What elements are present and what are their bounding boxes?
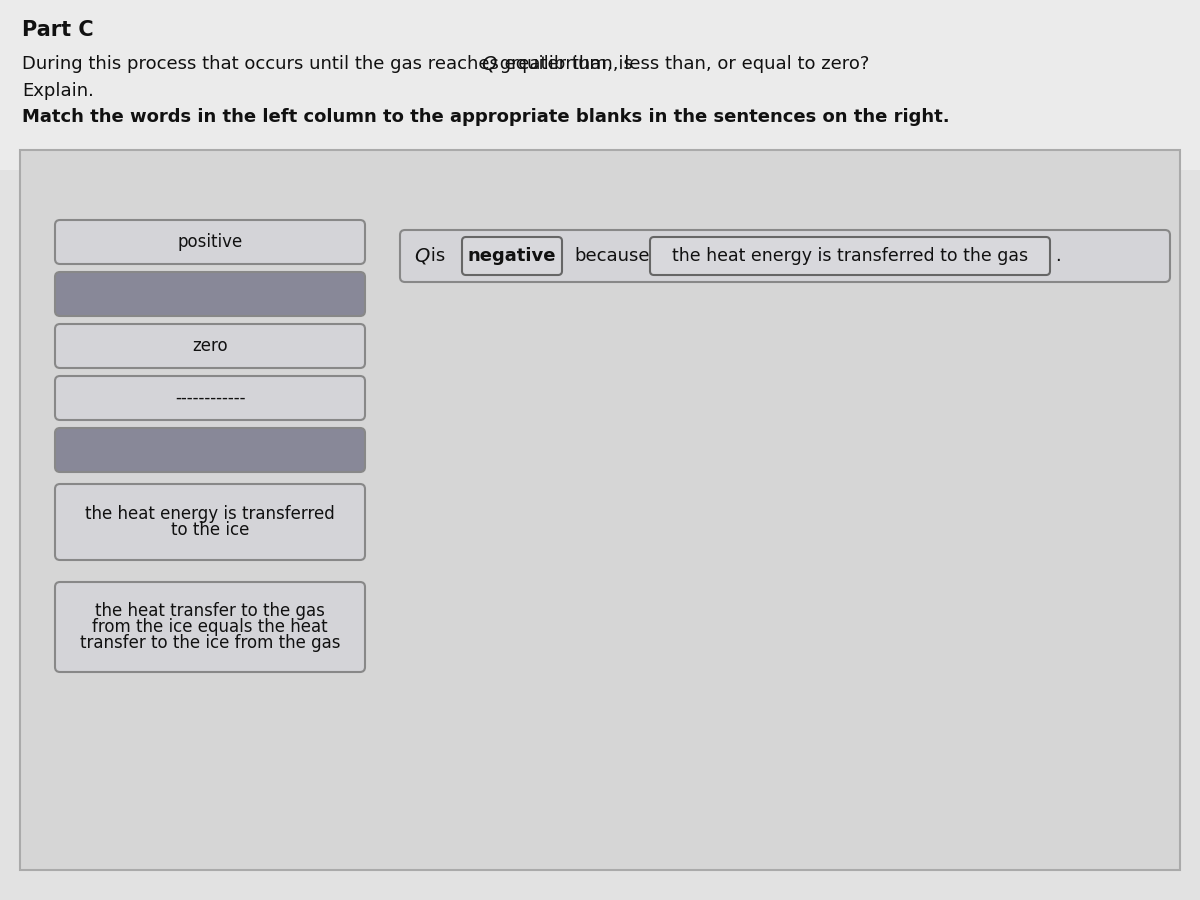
Text: greater than, less than, or equal to zero?: greater than, less than, or equal to zer… bbox=[494, 55, 869, 73]
FancyBboxPatch shape bbox=[55, 428, 365, 472]
Text: the heat energy is transferred to the gas: the heat energy is transferred to the ga… bbox=[672, 247, 1028, 265]
Text: ------------: ------------ bbox=[175, 389, 245, 407]
Text: Match the words in the left column to the appropriate blanks in the sentences on: Match the words in the left column to th… bbox=[22, 108, 949, 126]
FancyBboxPatch shape bbox=[650, 237, 1050, 275]
Text: negative: negative bbox=[468, 247, 557, 265]
Text: zero: zero bbox=[192, 337, 228, 355]
FancyBboxPatch shape bbox=[55, 582, 365, 672]
Text: Explain.: Explain. bbox=[22, 82, 94, 100]
Text: Part C: Part C bbox=[22, 20, 94, 40]
Text: During this process that occurs until the gas reaches equilibrium, is: During this process that occurs until th… bbox=[22, 55, 638, 73]
FancyBboxPatch shape bbox=[400, 230, 1170, 282]
Text: transfer to the ice from the gas: transfer to the ice from the gas bbox=[79, 634, 341, 652]
Text: .: . bbox=[1055, 247, 1061, 265]
FancyBboxPatch shape bbox=[55, 324, 365, 368]
Text: because: because bbox=[574, 247, 649, 265]
FancyBboxPatch shape bbox=[462, 237, 562, 275]
Text: positive: positive bbox=[178, 233, 242, 251]
FancyBboxPatch shape bbox=[20, 150, 1180, 870]
Text: Q: Q bbox=[414, 247, 430, 266]
Text: to the ice: to the ice bbox=[170, 521, 250, 539]
Text: is: is bbox=[425, 247, 445, 265]
FancyBboxPatch shape bbox=[0, 0, 1200, 170]
Text: from the ice equals the heat: from the ice equals the heat bbox=[92, 618, 328, 636]
FancyBboxPatch shape bbox=[55, 376, 365, 420]
FancyBboxPatch shape bbox=[55, 272, 365, 316]
Text: the heat energy is transferred: the heat energy is transferred bbox=[85, 505, 335, 523]
FancyBboxPatch shape bbox=[55, 220, 365, 264]
Text: the heat transfer to the gas: the heat transfer to the gas bbox=[95, 602, 325, 620]
FancyBboxPatch shape bbox=[55, 484, 365, 560]
Text: Q: Q bbox=[481, 55, 497, 74]
